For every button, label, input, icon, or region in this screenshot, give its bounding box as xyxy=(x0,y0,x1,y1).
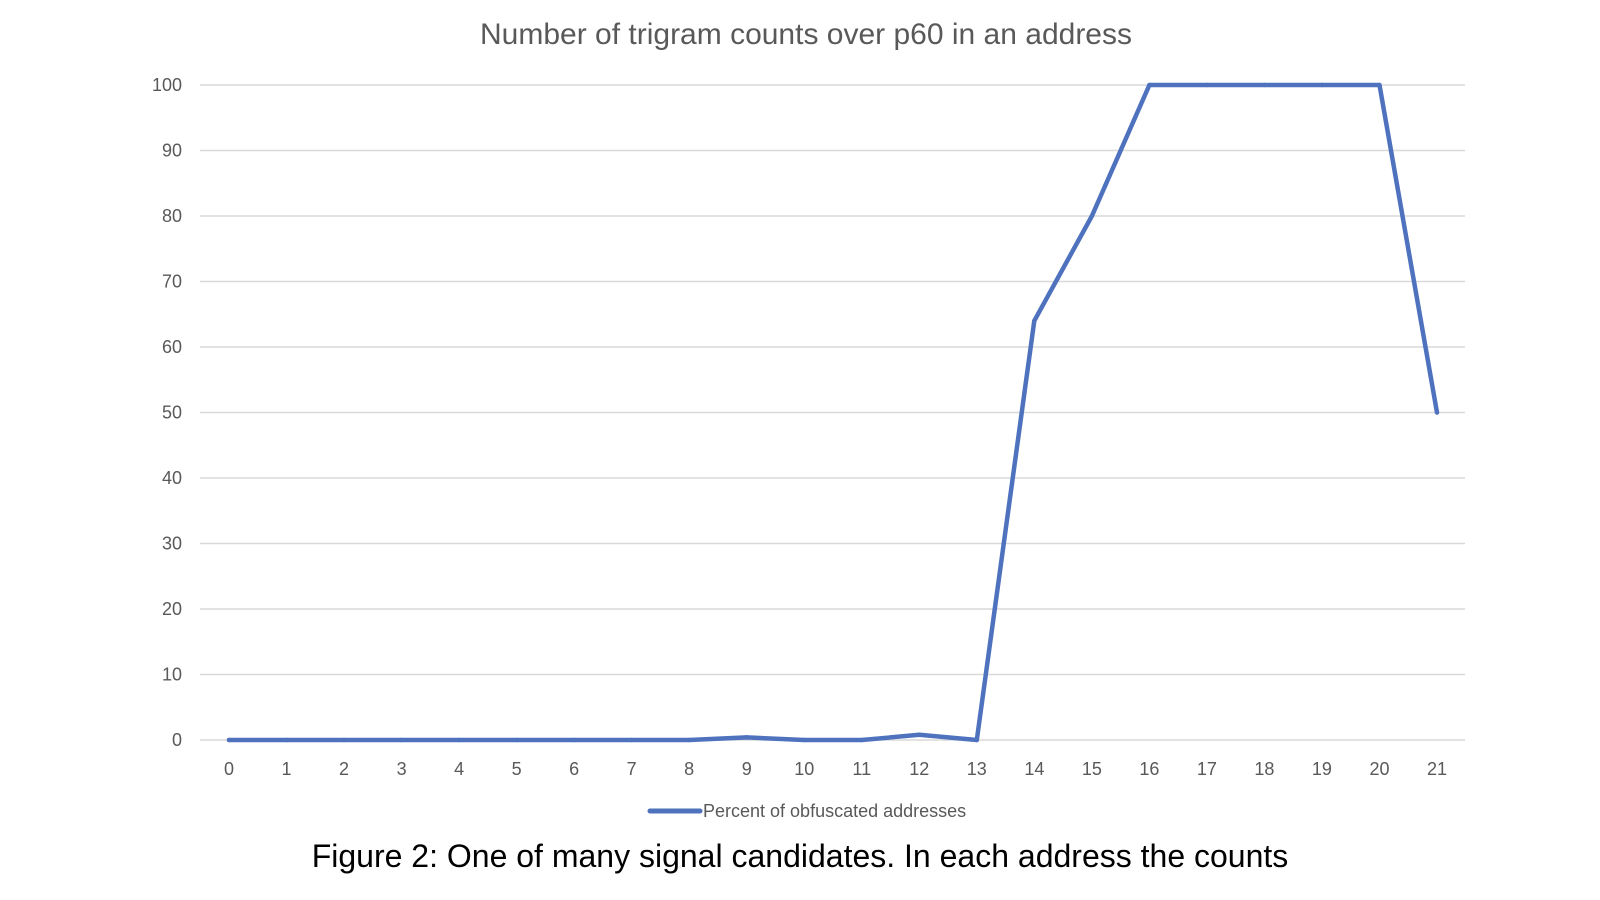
x-tick-label: 10 xyxy=(794,759,814,779)
data-point xyxy=(744,735,749,740)
data-point xyxy=(399,737,404,743)
y-tick-label: 10 xyxy=(162,665,182,685)
y-tick-label: 30 xyxy=(162,534,182,554)
x-tick-label: 11 xyxy=(852,759,871,779)
data-point xyxy=(686,737,692,743)
data-point xyxy=(1377,82,1382,88)
y-tick-label: 80 xyxy=(162,206,182,226)
data-point xyxy=(629,737,634,743)
x-tick-label: 8 xyxy=(684,759,694,779)
grid-lines xyxy=(200,84,1465,741)
data-point xyxy=(1319,82,1325,88)
x-tick-label: 17 xyxy=(1197,759,1217,779)
x-axis-ticks: 0 1 2 3 4 5 6 7 8 9 10 11 12 13 14 15 16 17 18 19 20 21 xyxy=(224,759,1447,779)
data-point xyxy=(917,732,922,737)
y-tick-label: 90 xyxy=(162,141,182,161)
x-tick-label: 9 xyxy=(742,759,752,779)
y-tick-label: 60 xyxy=(162,337,182,357)
legend-label: Percent of obfuscated addresses xyxy=(703,801,966,821)
data-point xyxy=(514,737,519,743)
x-tick-label: 1 xyxy=(282,759,292,779)
y-tick-label: 20 xyxy=(162,599,182,619)
data-point xyxy=(1434,410,1440,415)
y-tick-label: 0 xyxy=(172,730,182,750)
data-point xyxy=(341,737,347,743)
data-point xyxy=(974,737,980,743)
x-tick-label: 19 xyxy=(1312,759,1332,779)
data-point xyxy=(1262,82,1267,88)
data-point xyxy=(859,737,864,743)
x-tick-label: 6 xyxy=(569,759,579,779)
data-point xyxy=(284,737,289,743)
data-point xyxy=(1204,82,1210,88)
x-tick-label: 4 xyxy=(454,759,464,779)
data-point xyxy=(1089,213,1095,219)
data-point xyxy=(1032,318,1037,323)
x-tick-label: 13 xyxy=(967,759,987,779)
figure-caption: Figure 2: One of many signal candidates.… xyxy=(311,838,1289,874)
x-tick-label: 2 xyxy=(339,759,349,779)
y-axis-ticks: 0 10 20 30 40 50 60 70 80 90 100 xyxy=(152,75,182,750)
series-line-0 xyxy=(226,82,1440,743)
data-point xyxy=(226,737,232,743)
x-tick-label: 14 xyxy=(1024,759,1044,779)
x-tick-label: 16 xyxy=(1139,759,1159,779)
y-tick-label: 70 xyxy=(162,272,182,292)
data-point xyxy=(802,737,807,743)
data-point xyxy=(571,737,577,743)
legend: Percent of obfuscated addresses xyxy=(647,801,966,821)
x-tick-label: 3 xyxy=(397,759,407,779)
x-tick-label: 20 xyxy=(1369,759,1389,779)
data-point xyxy=(456,737,462,743)
y-tick-label: 40 xyxy=(162,468,182,488)
x-tick-label: 0 xyxy=(224,759,234,779)
data-point xyxy=(1147,82,1152,88)
series-layer xyxy=(226,82,1440,743)
x-tick-label: 7 xyxy=(627,759,637,779)
x-tick-label: 5 xyxy=(512,759,522,779)
x-tick-label: 12 xyxy=(909,759,929,779)
y-tick-label: 100 xyxy=(152,75,182,95)
chart-title: Number of trigram counts over p60 in an … xyxy=(480,18,1132,51)
x-tick-label: 21 xyxy=(1427,759,1447,779)
y-tick-label: 50 xyxy=(162,403,182,423)
x-tick-label: 18 xyxy=(1254,759,1274,779)
x-tick-label: 15 xyxy=(1082,759,1102,779)
